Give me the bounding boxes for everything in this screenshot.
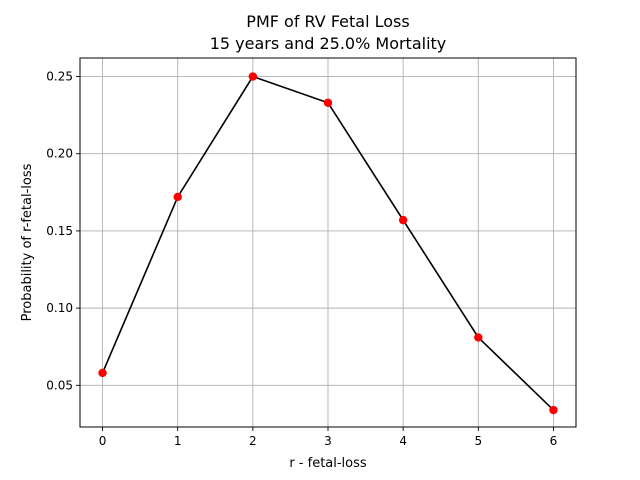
data-point bbox=[549, 405, 558, 415]
series bbox=[98, 72, 558, 415]
y-axis-label: Probability of r-fetal-loss bbox=[20, 163, 35, 321]
y-tick-label: 0.25 bbox=[46, 70, 73, 84]
y-tick-label: 0.10 bbox=[46, 301, 73, 315]
x-tick-label: 0 bbox=[99, 434, 107, 448]
x-tick-label: 6 bbox=[550, 434, 558, 448]
data-point bbox=[398, 215, 408, 225]
x-tick-label: 1 bbox=[174, 434, 182, 448]
plot-frame bbox=[79, 57, 577, 428]
data-point bbox=[173, 192, 182, 202]
x-tick-label: 3 bbox=[324, 434, 332, 448]
chart-subtitle: 15 years and 25.0% Mortality bbox=[210, 34, 447, 53]
chart-title: PMF of RV Fetal Loss bbox=[246, 12, 409, 31]
x-tick-label: 5 bbox=[474, 434, 482, 448]
x-axis-label: r - fetal-loss bbox=[289, 456, 367, 471]
axis-ticks: 0 1 2 3 4 5 6 0.05 0.10 0.15 0.20 0.25 bbox=[46, 70, 557, 448]
data-point bbox=[474, 333, 483, 342]
x-tick-label: 4 bbox=[399, 434, 407, 448]
y-tick-label: 0.20 bbox=[46, 147, 73, 161]
x-tick-label: 2 bbox=[249, 434, 257, 448]
data-point bbox=[248, 72, 258, 81]
y-tick-label: 0.05 bbox=[46, 378, 73, 392]
y-tick-label: 0.15 bbox=[46, 224, 73, 238]
data-point bbox=[98, 368, 107, 378]
grid bbox=[80, 58, 576, 427]
data-point bbox=[323, 98, 333, 107]
